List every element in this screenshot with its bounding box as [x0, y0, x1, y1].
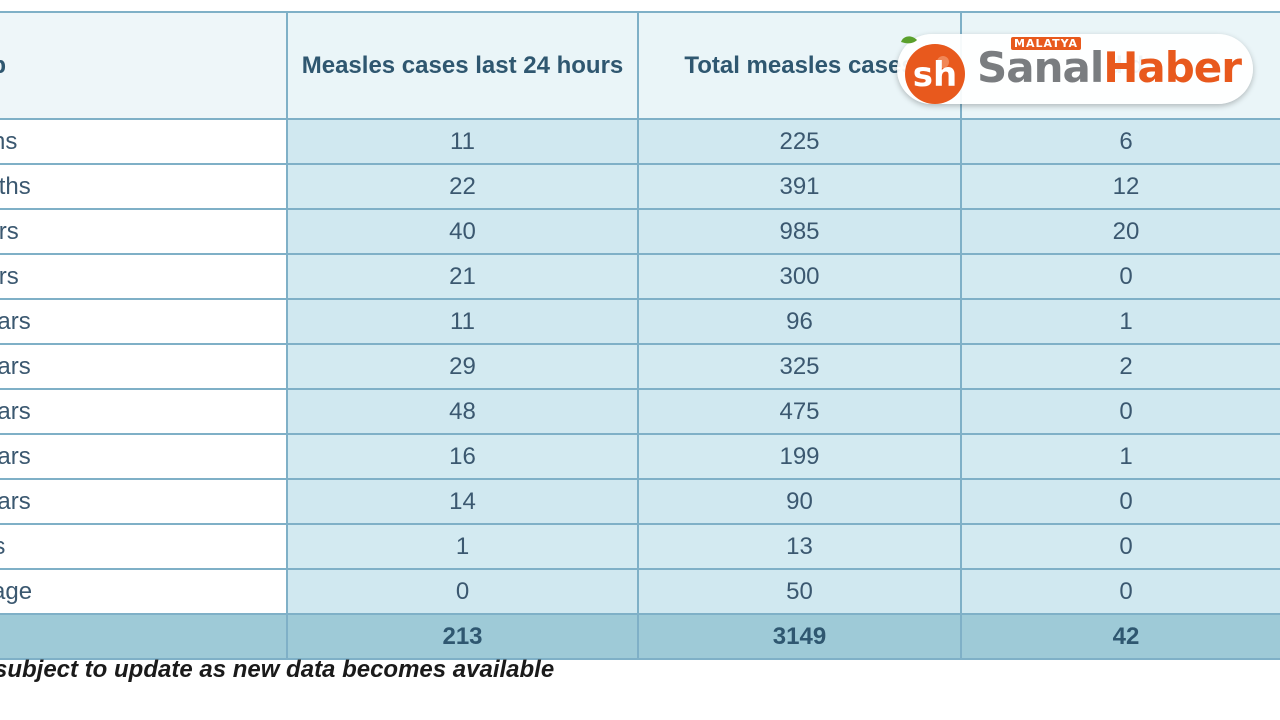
- deaths-cell: 1: [960, 433, 1280, 480]
- deaths-cell: 0: [960, 478, 1280, 525]
- deaths-cell: 1: [960, 298, 1280, 345]
- measles-table-container: oup Measles cases last 24 hours Total me…: [0, 11, 1280, 660]
- age-group-cell: ars: [0, 523, 288, 570]
- sanalhaber-watermark: sh MALATYA SanalHaber: [897, 34, 1253, 104]
- table-row: onths 22 391 12: [0, 163, 1280, 210]
- measles-cases-table: oup Measles cases last 24 hours Total me…: [0, 11, 1280, 660]
- header-age-group-text: oup: [0, 47, 276, 85]
- age-group-cell: ears: [0, 253, 288, 300]
- total-cases-cell: 13: [637, 523, 962, 570]
- age-group-text: years: [0, 307, 31, 335]
- deaths-cell: 0: [960, 253, 1280, 300]
- table-row: years 14 90 0: [0, 478, 1280, 525]
- table-row: years 11 96 1: [0, 298, 1280, 345]
- age-group-text: ars: [0, 533, 5, 561]
- cases-24h-cell: 21: [286, 253, 639, 300]
- total-cases-cell: 475: [637, 388, 962, 435]
- total-cases-cell: 300: [637, 253, 962, 300]
- table-row: years 29 325 2: [0, 343, 1280, 390]
- age-group-text: onths: [0, 172, 31, 200]
- total-cases-cell: 325: [637, 343, 962, 390]
- cases-24h-cell: 1: [286, 523, 639, 570]
- table-row: g age 0 50 0: [0, 568, 1280, 615]
- cases-24h-cell: 22: [286, 163, 639, 210]
- brand-name-part2: Haber: [1103, 43, 1242, 92]
- sanalhaber-logo-icon: sh: [901, 36, 965, 104]
- age-group-cell: ears: [0, 208, 288, 255]
- header-age-group: oup: [0, 11, 288, 120]
- cases-24h-cell: 11: [286, 118, 639, 165]
- table-row: nths 11 225 6: [0, 118, 1280, 165]
- total-row: 213 3149 42: [0, 613, 1280, 660]
- table-row: ears 21 300 0: [0, 253, 1280, 300]
- cases-24h-cell: 48: [286, 388, 639, 435]
- table-row: years 16 199 1: [0, 433, 1280, 480]
- footnote: subject to update as new data becomes av…: [0, 656, 555, 683]
- age-group-text: ears: [0, 217, 19, 245]
- age-group-cell: g age: [0, 568, 288, 615]
- total-deaths-cell: 42: [960, 613, 1280, 660]
- deaths-cell: 0: [960, 388, 1280, 435]
- total-cases-cell: 391: [637, 163, 962, 210]
- watermark-city-label: MALATYA: [1011, 37, 1082, 50]
- age-group-text: years: [0, 442, 31, 470]
- total-cases-cell: 985: [637, 208, 962, 255]
- age-group-text: nths: [0, 127, 18, 155]
- cases-24h-cell: 40: [286, 208, 639, 255]
- total-cases-cell: 96: [637, 298, 962, 345]
- cases-24h-cell: 0: [286, 568, 639, 615]
- total-cases-cell: 50: [637, 568, 962, 615]
- age-group-cell: years: [0, 388, 288, 435]
- age-group-cell: onths: [0, 163, 288, 210]
- cases-24h-cell: 29: [286, 343, 639, 390]
- total-cases-cell: 225: [637, 118, 962, 165]
- age-group-text: ears: [0, 262, 19, 290]
- brand-name-part1: Sanal: [977, 43, 1104, 92]
- age-group-cell: years: [0, 343, 288, 390]
- total-label-cell: [0, 613, 288, 660]
- deaths-cell: 6: [960, 118, 1280, 165]
- deaths-cell: 0: [960, 568, 1280, 615]
- age-group-text: years: [0, 397, 31, 425]
- age-group-cell: nths: [0, 118, 288, 165]
- cases-24h-cell: 14: [286, 478, 639, 525]
- deaths-cell: 12: [960, 163, 1280, 210]
- table-row: years 48 475 0: [0, 388, 1280, 435]
- table-row: ars 1 13 0: [0, 523, 1280, 570]
- age-group-text: years: [0, 487, 31, 515]
- header-cases-last-24h: Measles cases last 24 hours: [286, 11, 639, 120]
- age-group-cell: years: [0, 478, 288, 525]
- logo-letters: sh: [913, 55, 957, 95]
- watermark-brand-name: SanalHaber: [977, 42, 1242, 94]
- deaths-cell: 0: [960, 523, 1280, 570]
- age-group-text: g age: [0, 577, 33, 605]
- total-cases-24h-cell: 213: [286, 613, 639, 660]
- table-row: ears 40 985 20: [0, 208, 1280, 255]
- cases-24h-cell: 11: [286, 298, 639, 345]
- cases-24h-cell: 16: [286, 433, 639, 480]
- deaths-cell: 2: [960, 343, 1280, 390]
- age-group-cell: years: [0, 433, 288, 480]
- total-cases-cell: 90: [637, 478, 962, 525]
- total-cases-cell: 3149: [637, 613, 962, 660]
- age-group-cell: years: [0, 298, 288, 345]
- total-cases-cell: 199: [637, 433, 962, 480]
- age-group-text: years: [0, 352, 31, 380]
- deaths-cell: 20: [960, 208, 1280, 255]
